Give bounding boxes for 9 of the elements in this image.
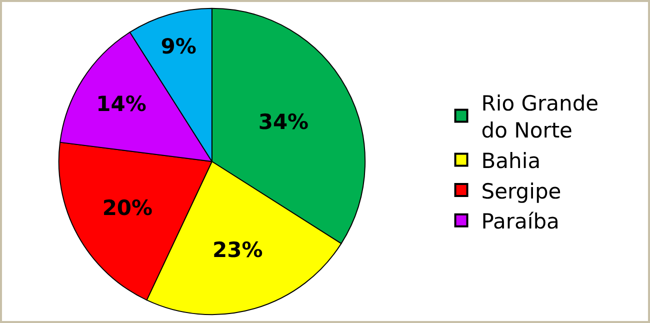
data-label: 14%	[96, 92, 146, 116]
data-label: 23%	[212, 238, 263, 262]
legend-label: Paraíba	[481, 210, 560, 234]
legend-label: Bahia	[481, 148, 541, 173]
data-label: 34%	[258, 110, 309, 134]
legend-label: Sergipe	[481, 179, 562, 204]
data-label: 9%	[160, 34, 196, 59]
legend-label: Rio Grande do Norte	[481, 91, 599, 143]
data-label: 20%	[102, 196, 153, 220]
